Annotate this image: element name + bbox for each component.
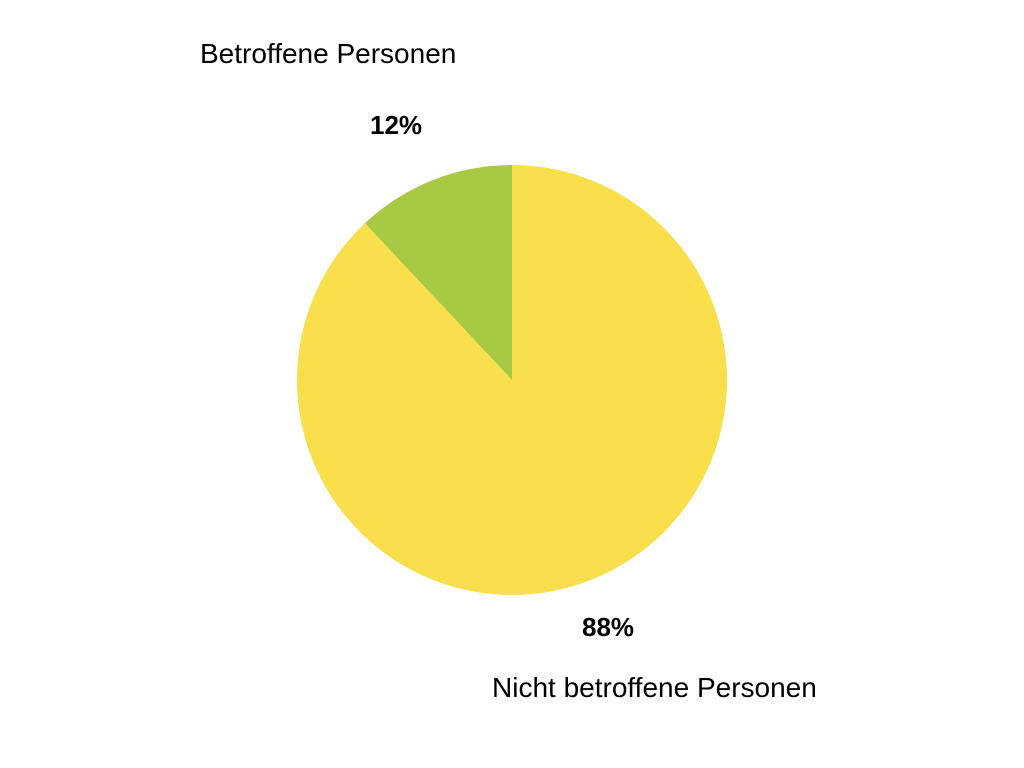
pie-chart-container: Betroffene Personen 12% 88% Nicht betrof… (0, 0, 1024, 768)
percent-label-unaffected: 88% (582, 612, 634, 643)
percent-label-affected: 12% (370, 110, 422, 141)
pie-chart-svg (0, 0, 1024, 768)
slice-label-unaffected: Nicht betroffene Personen (492, 672, 817, 704)
slice-label-affected: Betroffene Personen (200, 38, 456, 70)
